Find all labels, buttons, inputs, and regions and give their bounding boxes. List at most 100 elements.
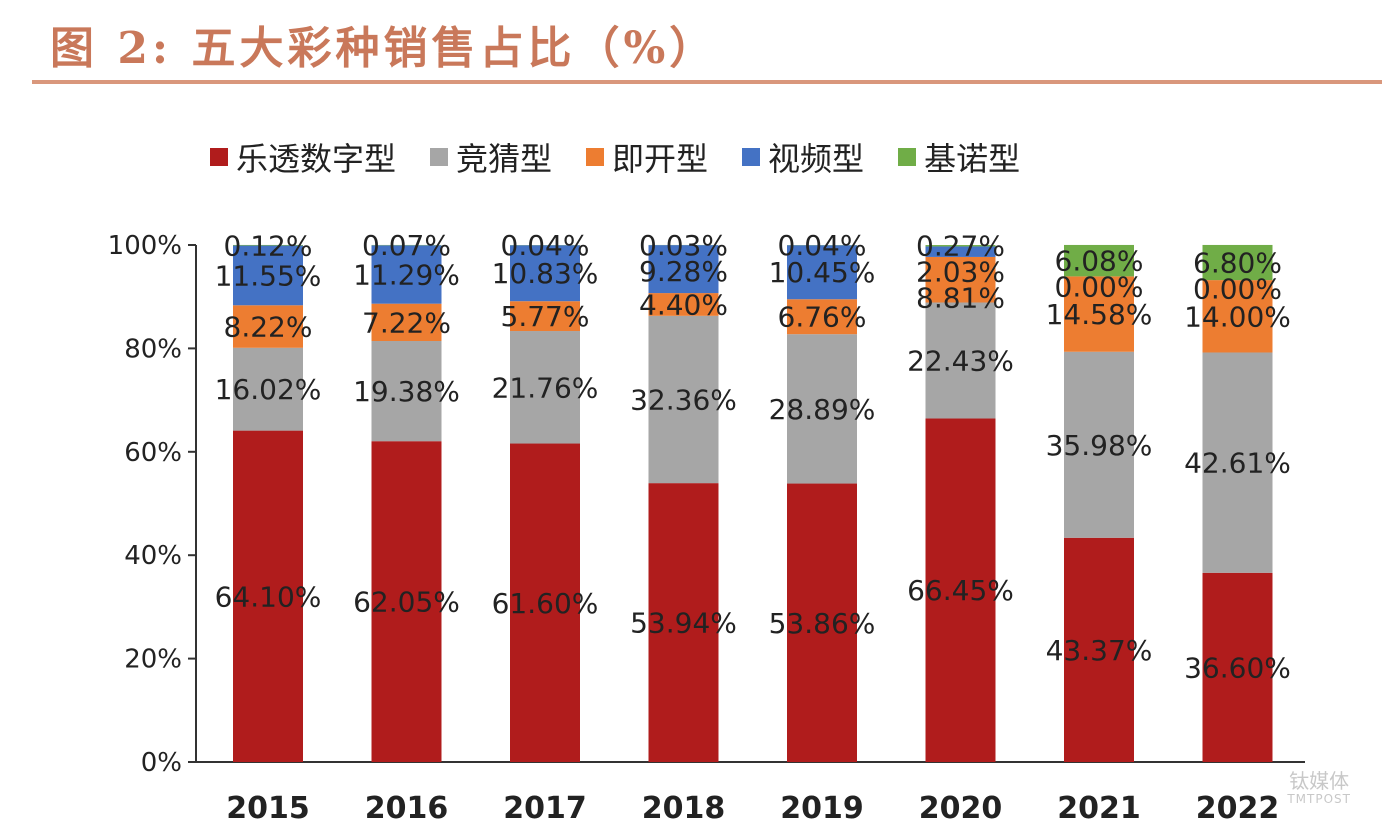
data-label: 0.00% bbox=[1055, 271, 1144, 304]
x-tick-label: 2021 bbox=[1057, 791, 1141, 826]
bar-segment bbox=[233, 430, 303, 762]
y-tick-label: 100% bbox=[108, 231, 182, 261]
bar-segment bbox=[787, 245, 857, 300]
legend-swatch bbox=[430, 148, 449, 166]
data-label: 9.28% bbox=[639, 255, 728, 288]
watermark-logo: 钛媒体 TMTPOST bbox=[1287, 769, 1351, 806]
bar-segment bbox=[233, 347, 303, 431]
legend-item: 基诺型 bbox=[898, 134, 1020, 180]
bar-segment bbox=[1064, 244, 1134, 277]
data-label: 0.27% bbox=[916, 230, 1005, 263]
data-label: 28.89% bbox=[769, 393, 876, 426]
bar-segment bbox=[648, 293, 719, 316]
data-label: 32.36% bbox=[630, 383, 737, 416]
data-label: 11.29% bbox=[353, 258, 460, 291]
bar-segment bbox=[233, 244, 303, 246]
bar-segment bbox=[1202, 280, 1273, 353]
bar-segment bbox=[925, 302, 996, 419]
data-label: 53.94% bbox=[630, 607, 737, 640]
data-label: 6.08% bbox=[1055, 245, 1144, 278]
data-label: 0.07% bbox=[362, 229, 451, 262]
bar-segment bbox=[1064, 276, 1134, 352]
legend-item: 竞猜型 bbox=[430, 134, 552, 180]
data-label: 8.81% bbox=[916, 282, 1005, 315]
data-label: 7.22% bbox=[362, 306, 451, 339]
bar-segment bbox=[925, 418, 996, 762]
bar-segment bbox=[371, 303, 442, 342]
data-label: 0.12% bbox=[224, 229, 313, 262]
data-label: 0.00% bbox=[1193, 273, 1282, 306]
legend: 乐透数字型 竞猜型 即开型 视频型 基诺型 bbox=[210, 134, 1020, 180]
bar-segment bbox=[1064, 351, 1134, 538]
bar-segment bbox=[510, 331, 580, 444]
legend-item: 即开型 bbox=[586, 134, 708, 180]
legend-label: 乐透数字型 bbox=[236, 140, 397, 178]
legend-label: 基诺型 bbox=[924, 140, 1021, 178]
bar-segment bbox=[233, 245, 303, 306]
bar-segment bbox=[648, 245, 719, 294]
x-tick-label: 2016 bbox=[365, 791, 449, 826]
y-tick-label: 80% bbox=[124, 334, 182, 364]
x-tick-label: 2022 bbox=[1196, 791, 1280, 826]
bar-segment bbox=[510, 443, 580, 762]
bar-segment bbox=[1202, 572, 1273, 762]
bar-segment bbox=[925, 245, 996, 247]
data-label: 2.03% bbox=[916, 256, 1005, 289]
bar-segment bbox=[1064, 537, 1134, 762]
bar-segment bbox=[371, 441, 442, 762]
bar-segment bbox=[925, 246, 996, 257]
data-label: 64.10% bbox=[215, 580, 322, 613]
y-tick-label: 0% bbox=[141, 748, 182, 778]
bar-segment bbox=[787, 299, 857, 335]
data-label: 4.40% bbox=[639, 288, 728, 321]
y-tick-label: 60% bbox=[124, 438, 182, 468]
title-divider bbox=[32, 80, 1382, 84]
data-label: 11.55% bbox=[215, 259, 322, 292]
data-label: 8.22% bbox=[224, 311, 313, 344]
data-label: 21.76% bbox=[492, 371, 599, 404]
data-label: 10.45% bbox=[769, 256, 876, 289]
legend-label: 即开型 bbox=[612, 140, 709, 178]
data-label: 16.02% bbox=[215, 373, 322, 406]
data-label: 19.38% bbox=[353, 375, 460, 408]
bar-segment bbox=[371, 341, 442, 442]
data-label: 0.04% bbox=[501, 229, 590, 262]
data-label: 36.60% bbox=[1184, 651, 1291, 684]
chart-title: 图 2: 五大彩种销售占比（%） bbox=[50, 23, 718, 74]
y-tick-label: 20% bbox=[124, 645, 182, 675]
data-label: 53.86% bbox=[769, 607, 876, 640]
data-label: 10.83% bbox=[492, 257, 599, 290]
data-label: 6.76% bbox=[778, 301, 867, 334]
legend-label: 视频型 bbox=[768, 140, 865, 178]
x-tick-label: 2015 bbox=[226, 791, 310, 826]
bar-segment bbox=[648, 315, 719, 484]
data-label: 61.60% bbox=[492, 587, 599, 620]
y-tick-label: 40% bbox=[124, 541, 182, 571]
data-label: 6.80% bbox=[1193, 247, 1282, 280]
data-label: 14.58% bbox=[1046, 298, 1153, 331]
legend-item: 视频型 bbox=[742, 134, 864, 180]
data-label: 0.04% bbox=[778, 229, 867, 262]
legend-swatch bbox=[210, 148, 228, 166]
bar-segment bbox=[648, 483, 719, 762]
data-label: 35.98% bbox=[1046, 429, 1153, 462]
bar-segment bbox=[510, 301, 580, 332]
data-label: 42.61% bbox=[1184, 447, 1291, 480]
legend-swatch bbox=[898, 148, 917, 166]
x-tick-label: 2019 bbox=[780, 791, 864, 826]
data-label: 5.77% bbox=[501, 300, 590, 333]
legend-label: 竞猜型 bbox=[456, 140, 553, 178]
bar-segment bbox=[510, 245, 580, 302]
data-label: 14.00% bbox=[1184, 300, 1291, 333]
bar-segment bbox=[371, 245, 442, 304]
bar-segment bbox=[925, 256, 996, 303]
data-label: 62.05% bbox=[353, 586, 460, 619]
bar-segment bbox=[1202, 352, 1273, 573]
data-label: 22.43% bbox=[907, 344, 1014, 377]
bar-segment bbox=[787, 334, 857, 484]
bar-segment bbox=[1202, 244, 1273, 281]
data-label: 0.03% bbox=[639, 229, 728, 262]
bar-segment bbox=[787, 483, 857, 762]
x-tick-label: 2017 bbox=[503, 791, 587, 826]
